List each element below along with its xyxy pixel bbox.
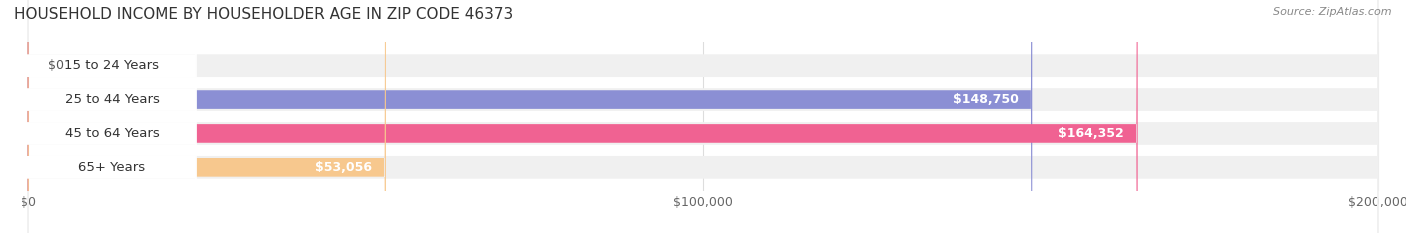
Text: 65+ Years: 65+ Years xyxy=(79,161,146,174)
FancyBboxPatch shape xyxy=(28,0,1378,233)
Text: 15 to 24 Years: 15 to 24 Years xyxy=(65,59,159,72)
FancyBboxPatch shape xyxy=(28,0,1378,233)
FancyBboxPatch shape xyxy=(28,0,1378,233)
Text: $0: $0 xyxy=(48,59,63,72)
FancyBboxPatch shape xyxy=(28,0,1378,233)
Text: Source: ZipAtlas.com: Source: ZipAtlas.com xyxy=(1274,7,1392,17)
FancyBboxPatch shape xyxy=(21,0,197,233)
FancyBboxPatch shape xyxy=(28,0,385,233)
FancyBboxPatch shape xyxy=(21,0,197,233)
Text: $148,750: $148,750 xyxy=(953,93,1019,106)
FancyBboxPatch shape xyxy=(21,0,197,233)
Text: 25 to 44 Years: 25 to 44 Years xyxy=(65,93,159,106)
Text: HOUSEHOLD INCOME BY HOUSEHOLDER AGE IN ZIP CODE 46373: HOUSEHOLD INCOME BY HOUSEHOLDER AGE IN Z… xyxy=(14,7,513,22)
FancyBboxPatch shape xyxy=(28,0,1032,233)
Text: 45 to 64 Years: 45 to 64 Years xyxy=(65,127,159,140)
FancyBboxPatch shape xyxy=(28,0,1137,233)
Text: $164,352: $164,352 xyxy=(1059,127,1125,140)
FancyBboxPatch shape xyxy=(21,0,197,233)
Text: $53,056: $53,056 xyxy=(315,161,373,174)
